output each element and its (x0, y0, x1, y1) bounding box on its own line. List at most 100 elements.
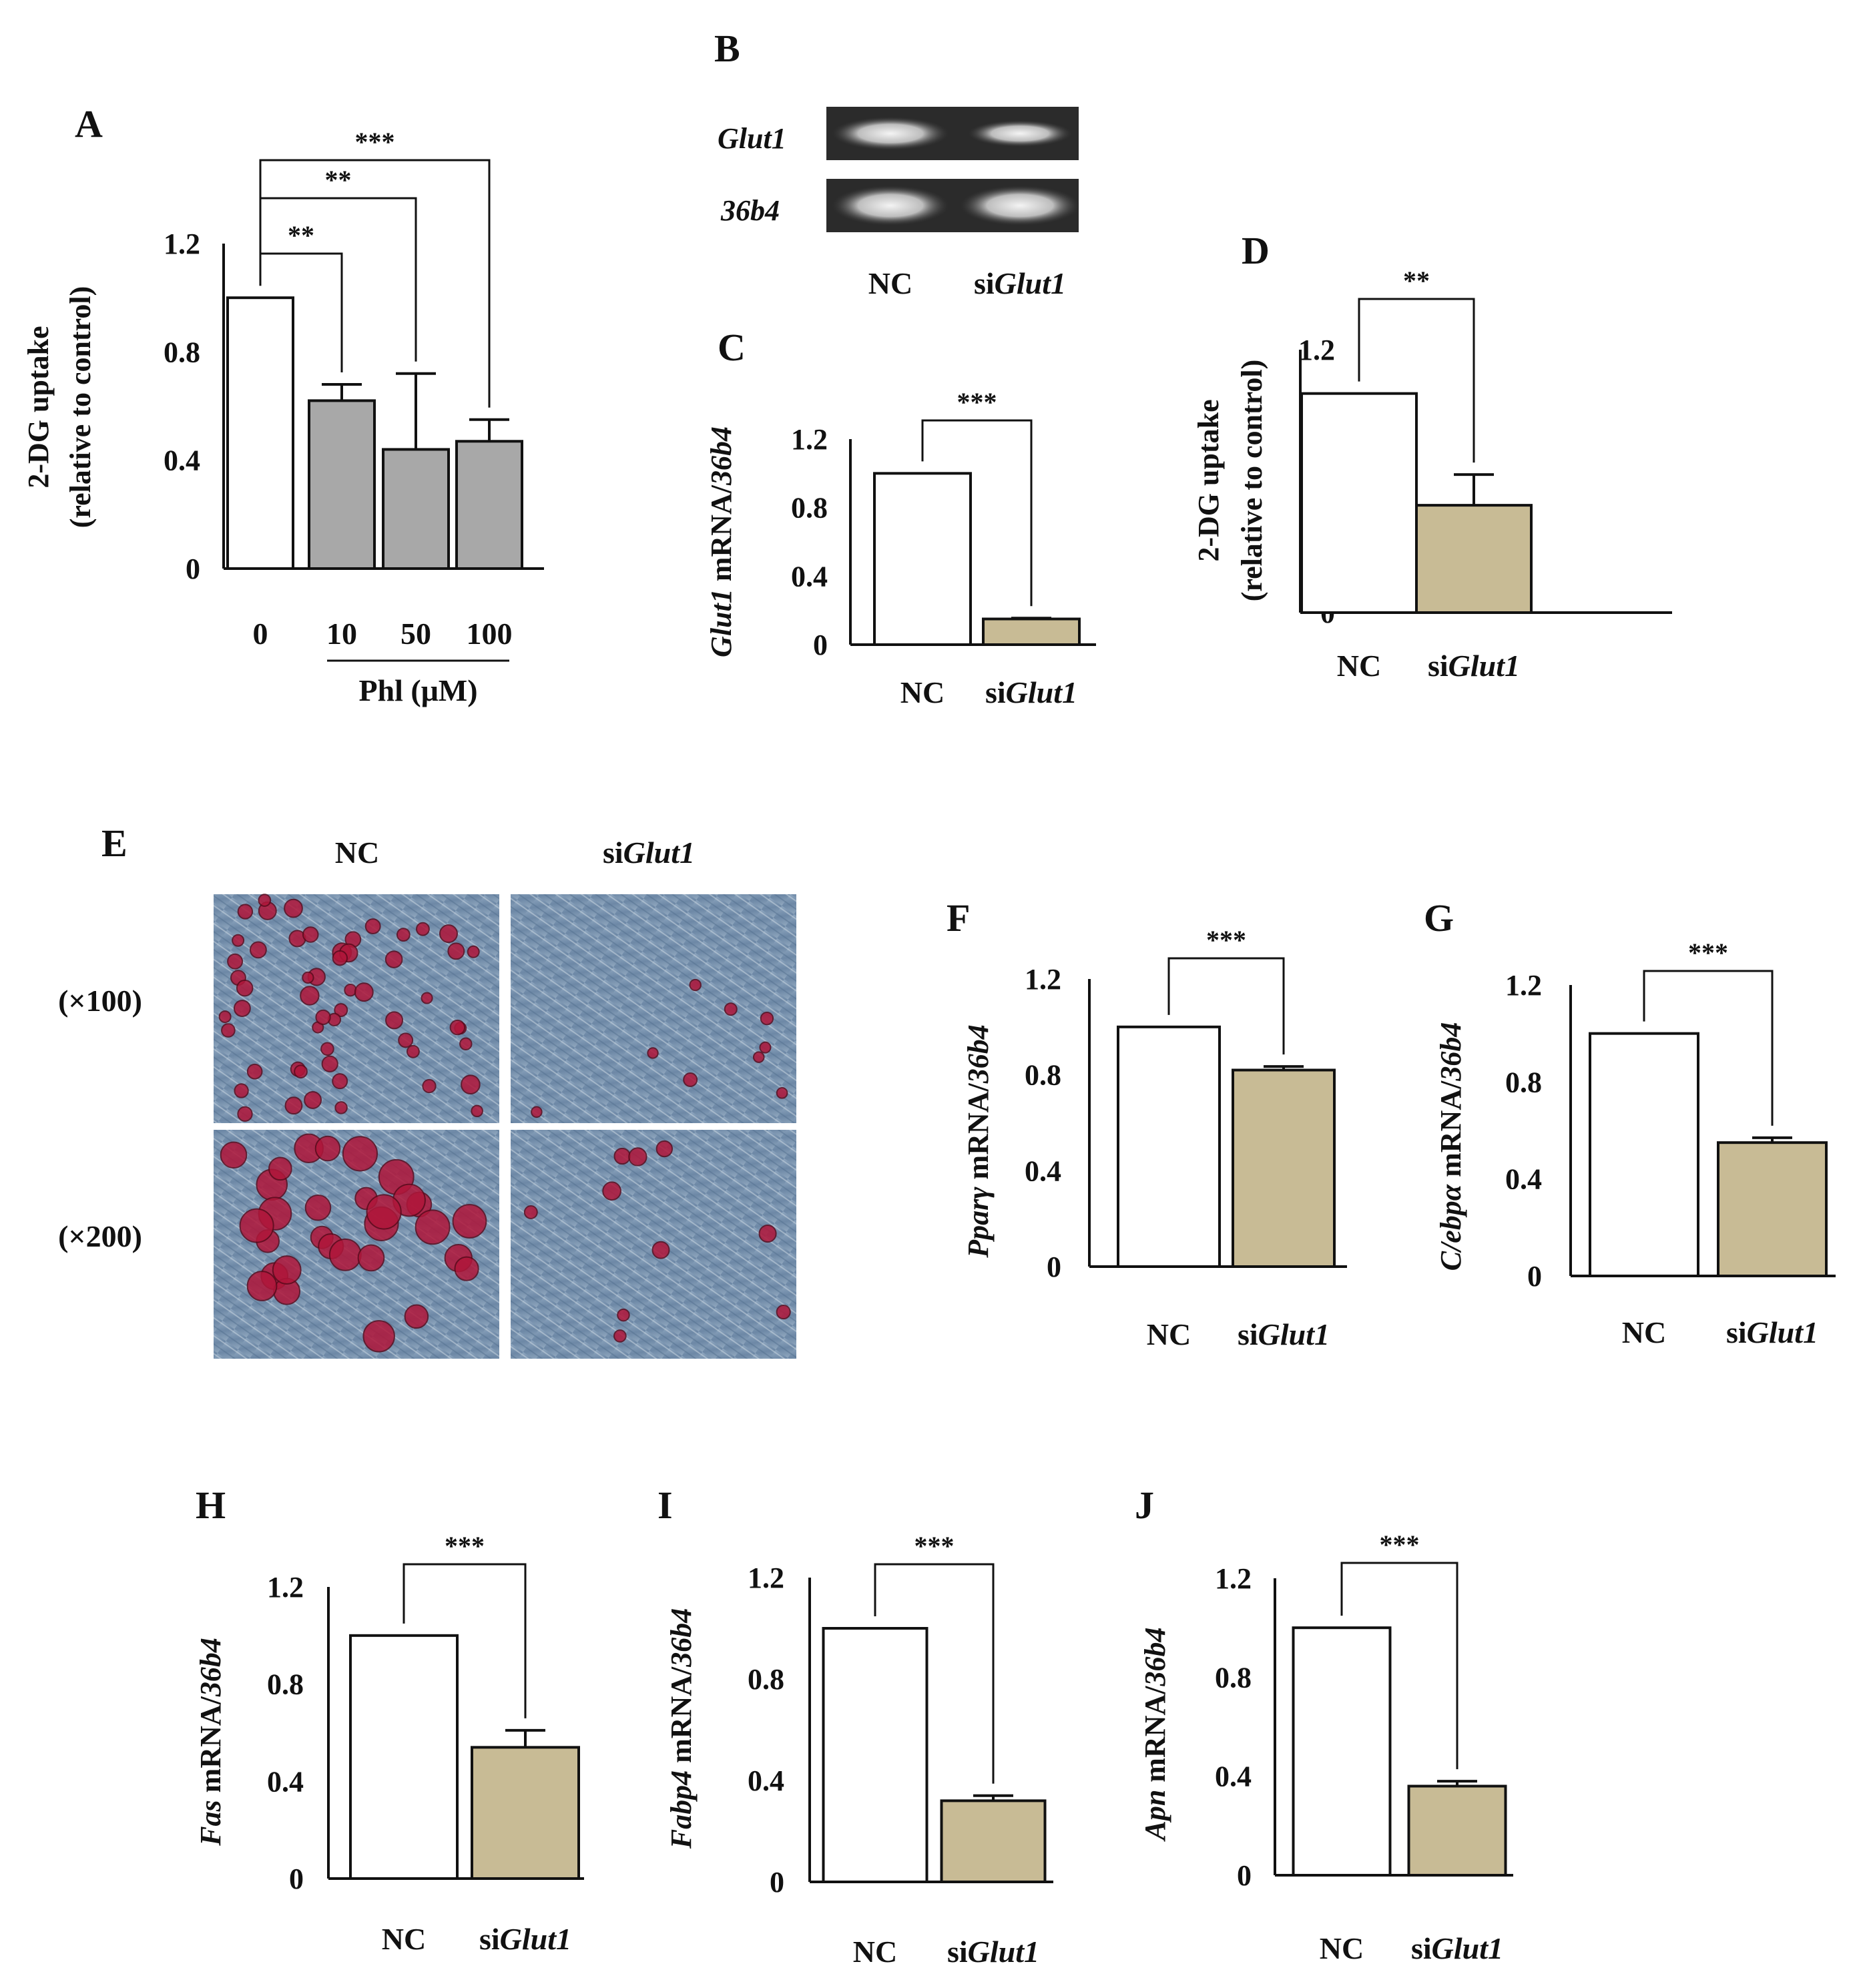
y-tick-label: 0.4 (791, 560, 828, 593)
category-label: NC (853, 1935, 897, 1969)
micrograph-siglut1-x200 (511, 1130, 796, 1359)
significance-label: *** (1380, 1530, 1420, 1560)
panel-letter-d: D (1242, 229, 1270, 272)
category-label: siGlut1 (1428, 649, 1520, 683)
y-axis-label: Apn mRNA/36b4 (1139, 1627, 1171, 1842)
staining-row-label-x200: (×200) (58, 1219, 142, 1253)
lipid-droplet (421, 992, 433, 1004)
lipid-droplet (218, 1010, 232, 1024)
lipid-droplet (239, 1208, 274, 1243)
y-tick-label: 1.2 (1298, 334, 1335, 366)
gel-row-label-glut1: Glut1 (718, 122, 786, 155)
lipid-droplet (461, 1074, 481, 1094)
y-tick-label: 0.8 (1505, 1066, 1542, 1098)
lipid-droplet (613, 1147, 631, 1165)
gel-panel: B Glut1 36b4 NC siGlut1 (714, 27, 1080, 300)
bar (1415, 504, 1533, 614)
bar (308, 399, 376, 571)
lipid-droplet (439, 924, 458, 944)
category-label: siGlut1 (479, 1922, 571, 1956)
lipid-droplet (302, 971, 314, 984)
gel-band (960, 186, 1080, 226)
panel-letter-g: G (1424, 896, 1454, 940)
category-label: NC (1320, 1931, 1364, 1965)
lipid-droplet (776, 1086, 788, 1099)
panel-letter-f: F (947, 896, 970, 940)
lipid-droplet (232, 934, 245, 947)
lipid-droplet (314, 1135, 341, 1162)
significance-bracket (1358, 298, 1475, 463)
y-axis-label: Fas mRNA/36b4 (194, 1638, 227, 1847)
bar (455, 440, 523, 571)
y-tick-label: 0.8 (1215, 1661, 1252, 1694)
bar (1292, 1626, 1392, 1877)
category-label: siGlut1 (985, 675, 1077, 709)
lipid-droplet (467, 945, 480, 958)
category-label: NC (1622, 1315, 1666, 1349)
panel-letter-j: J (1135, 1483, 1154, 1527)
lipid-droplet (776, 1304, 791, 1320)
bar (1117, 1025, 1221, 1269)
panel-letter-e: E (101, 821, 127, 865)
lipid-droplet (321, 1055, 338, 1072)
significance-bracket (921, 419, 1033, 607)
bar (226, 296, 294, 570)
bar (1717, 1141, 1828, 1277)
y-tick-label: 1.2 (267, 1571, 304, 1604)
lipid-droplet (447, 942, 465, 960)
category-label: 10 (326, 617, 357, 651)
y-tick-label: 0.8 (791, 492, 828, 525)
bar (349, 1634, 459, 1880)
lipid-droplet (384, 950, 403, 968)
panel-letter-c: C (718, 326, 746, 369)
lipid-droplet (320, 1042, 334, 1056)
y-tick-label: 0 (1527, 1260, 1542, 1293)
y-tick-label: 1.2 (1025, 963, 1061, 996)
chart-f: F 0 0.4 0.8 1.2 Pparγ mRNA/36b4 NC siGlut1 *** (947, 896, 1347, 1351)
chart-c: C 0 0.4 0.8 1.2 Glut1 mRNA/36b4 NC siGlut1 *** (705, 326, 1096, 709)
y-axis-label: C/ebpα mRNA/36b4 (1434, 1022, 1467, 1271)
lipid-droplet (523, 1205, 538, 1219)
category-label: siGlut1 (947, 1935, 1039, 1969)
significance-bracket (403, 1563, 527, 1718)
y-tick-label: 0 (1047, 1251, 1061, 1283)
lipid-droplet (268, 1156, 292, 1181)
significance-bracket (1643, 970, 1774, 1126)
lipid-droplet (422, 1078, 437, 1094)
micrograph-siglut1-x100 (511, 894, 796, 1123)
significance-label: ** (325, 165, 352, 195)
significance-label: *** (1688, 938, 1728, 968)
lipid-droplet (328, 1238, 362, 1271)
significance-label: *** (957, 387, 997, 417)
staining-panel: E NC siGlut1 (×100) (×200) (58, 821, 796, 1359)
y-tick-label: 0.8 (1025, 1059, 1061, 1092)
bar (982, 617, 1081, 646)
significance-bracket (1167, 957, 1285, 1055)
bar (873, 472, 972, 646)
panel-letter-i: I (657, 1483, 673, 1527)
chart-i: I 0 0.4 0.8 1.2 Fabp4 mRNA/36b4 NC siGlut1 *** (657, 1483, 1053, 1969)
lipid-droplet (724, 1002, 738, 1016)
gel-row-label-36b4: 36b4 (720, 194, 780, 227)
significance-label: *** (355, 127, 395, 157)
y-tick-label: 0.8 (748, 1663, 784, 1696)
lipid-droplet (531, 1106, 543, 1118)
y-tick-label: 0.4 (164, 444, 200, 477)
lipid-droplet (332, 950, 348, 966)
lipid-droplet (342, 1136, 378, 1172)
lipid-droplet (752, 1051, 765, 1063)
lipid-droplet (647, 1047, 659, 1059)
bar (940, 1799, 1047, 1883)
lipid-droplet (237, 904, 254, 920)
lipid-droplet (683, 1072, 698, 1087)
lipid-droplet (628, 1147, 647, 1167)
y-axis-label: Glut1 mRNA/36b4 (705, 426, 738, 657)
lipid-droplet (354, 982, 374, 1002)
y-tick-label: 0 (289, 1863, 304, 1895)
bar (1232, 1068, 1336, 1268)
lipid-droplet (344, 984, 357, 997)
chart-h: H 0 0.4 0.8 1.2 Fas mRNA/36b4 NC siGlut1 *** (194, 1483, 584, 1956)
significance-label: *** (445, 1531, 485, 1561)
significance-label: *** (1206, 925, 1246, 955)
bar (471, 1746, 580, 1881)
